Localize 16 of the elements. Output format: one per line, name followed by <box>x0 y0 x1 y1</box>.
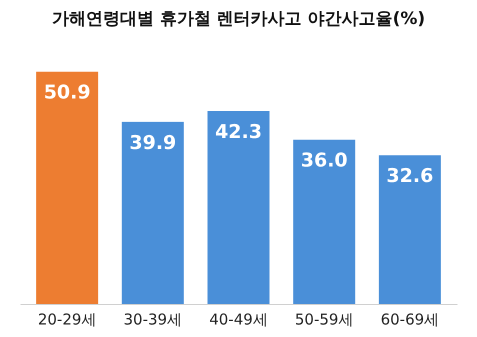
data-label: 50.9 <box>44 82 91 104</box>
bar <box>122 122 184 304</box>
data-label: 32.6 <box>386 165 434 188</box>
bar <box>208 110 270 304</box>
x-tick-label: 40-49세 <box>209 310 268 328</box>
bar <box>293 140 356 304</box>
chart-title: 가해연령대별 휴가철 렌터카사고 야간사고율(%) <box>52 9 426 29</box>
bar <box>378 155 441 304</box>
bar <box>36 72 98 304</box>
data-label: 36.0 <box>300 150 348 172</box>
x-tick-label: 60-69세 <box>380 310 440 328</box>
data-label: 39.9 <box>129 132 176 154</box>
x-tick-label: 50-59세 <box>294 310 354 328</box>
x-tick-label: 20-29세 <box>38 310 96 328</box>
x-tick-label: 30-39세 <box>124 310 182 328</box>
data-label: 42.3 <box>215 120 262 143</box>
